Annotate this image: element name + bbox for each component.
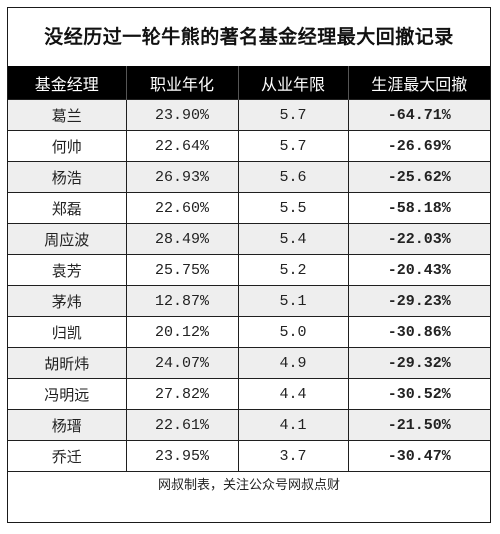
max-drawdown: -21.50% [347,409,490,441]
table-row: 冯明远 27.82% 4.4 -30.52% [8,378,490,410]
years-in-practice: 4.1 [237,409,348,441]
manager-name: 郑磊 [8,192,126,224]
max-drawdown: -26.69% [347,130,490,162]
years-in-practice: 4.4 [237,378,348,410]
annual-return: 25.75% [125,254,238,286]
max-drawdown: -64.71% [347,99,490,131]
annual-return: 23.95% [125,440,238,471]
table-row: 周应波 28.49% 5.4 -22.03% [8,223,490,255]
table-row: 归凯 20.12% 5.0 -30.86% [8,316,490,348]
years-in-practice: 3.7 [237,440,348,471]
table-row: 杨瑨 22.61% 4.1 -21.50% [8,409,490,441]
max-drawdown: -30.52% [347,378,490,410]
header-row: 基金经理 职业年化 从业年限 生涯最大回撤 [8,66,490,100]
manager-name: 乔迁 [8,440,126,471]
years-in-practice: 4.9 [237,347,348,379]
table-row: 郑磊 22.60% 5.5 -58.18% [8,192,490,224]
manager-name: 何帅 [8,130,126,162]
max-drawdown: -25.62% [347,161,490,193]
table-row: 何帅 22.64% 5.7 -26.69% [8,130,490,162]
annual-return: 24.07% [125,347,238,379]
manager-name: 周应波 [8,223,126,255]
years-in-practice: 5.5 [237,192,348,224]
header-years: 从业年限 [237,66,348,100]
table-row: 茅炜 12.87% 5.1 -29.23% [8,285,490,317]
manager-name: 袁芳 [8,254,126,286]
max-drawdown: -30.86% [347,316,490,348]
max-drawdown: -20.43% [347,254,490,286]
fund-manager-table: 基金经理 职业年化 从业年限 生涯最大回撤 葛兰 23.90% 5.7 -64.… [8,66,490,471]
manager-name: 茅炜 [8,285,126,317]
manager-name: 杨瑨 [8,409,126,441]
years-in-practice: 5.2 [237,254,348,286]
annual-return: 26.93% [125,161,238,193]
max-drawdown: -58.18% [347,192,490,224]
annual-return: 12.87% [125,285,238,317]
max-drawdown: -22.03% [347,223,490,255]
manager-name: 葛兰 [8,99,126,131]
max-drawdown: -30.47% [347,440,490,471]
header-manager: 基金经理 [8,66,126,100]
years-in-practice: 5.0 [237,316,348,348]
table-title: 没经历过一轮牛熊的著名基金经理最大回撤记录 [44,26,454,48]
annual-return: 28.49% [125,223,238,255]
header-max-drawdown: 生涯最大回撤 [347,66,490,100]
max-drawdown: -29.32% [347,347,490,379]
annual-return: 27.82% [125,378,238,410]
annual-return: 22.60% [125,192,238,224]
years-in-practice: 5.4 [237,223,348,255]
manager-name: 冯明远 [8,378,126,410]
table-row: 杨浩 26.93% 5.6 -25.62% [8,161,490,193]
annual-return: 23.90% [125,99,238,131]
annual-return: 22.61% [125,409,238,441]
table-footer-note: 网叔制表，关注公众号网叔点财 [8,471,490,500]
max-drawdown: -29.23% [347,285,490,317]
manager-name: 胡昕炜 [8,347,126,379]
years-in-practice: 5.7 [237,130,348,162]
table-row: 袁芳 25.75% 5.2 -20.43% [8,254,490,286]
table-row: 胡昕炜 24.07% 4.9 -29.32% [8,347,490,379]
table-row: 葛兰 23.90% 5.7 -64.71% [8,99,490,131]
table-card: 没经历过一轮牛熊的著名基金经理最大回撤记录 基金经理 职业年化 从业年限 生涯最… [7,7,491,523]
years-in-practice: 5.7 [237,99,348,131]
annual-return: 22.64% [125,130,238,162]
years-in-practice: 5.1 [237,285,348,317]
annual-return: 20.12% [125,316,238,348]
years-in-practice: 5.6 [237,161,348,193]
manager-name: 杨浩 [8,161,126,193]
manager-name: 归凯 [8,316,126,348]
table-row: 乔迁 23.95% 3.7 -30.47% [8,440,490,471]
header-annual-return: 职业年化 [125,66,238,100]
